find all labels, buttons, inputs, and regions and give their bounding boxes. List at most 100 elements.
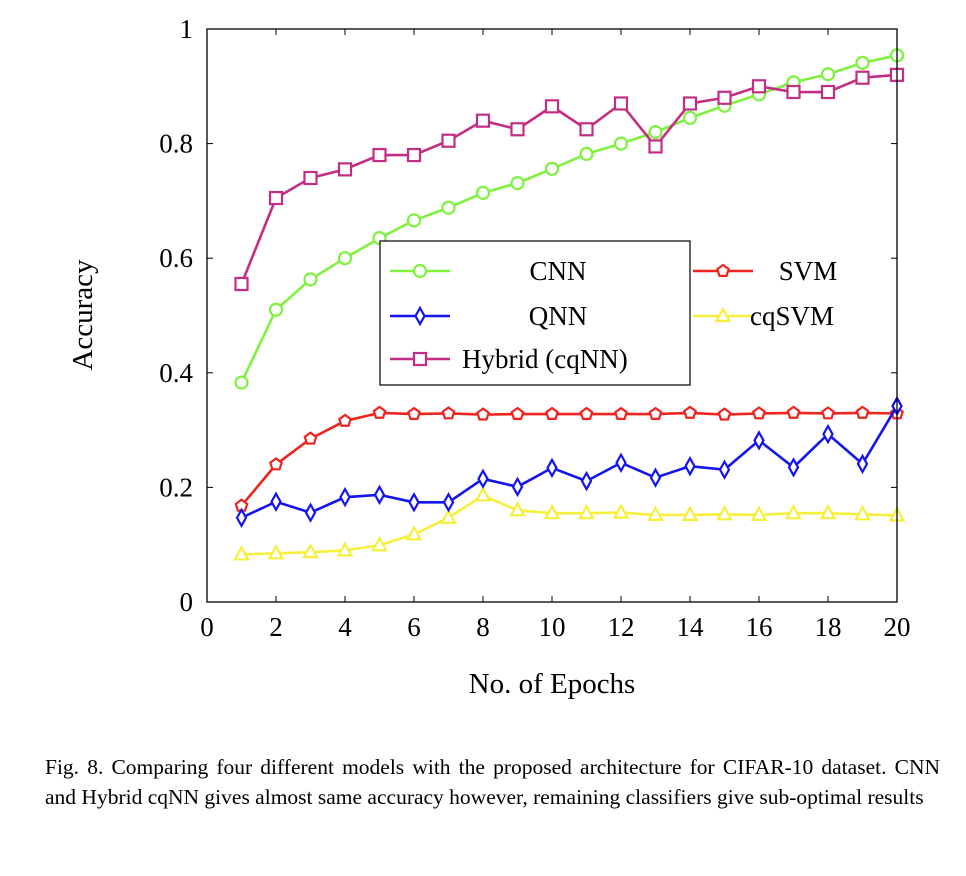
data-point (855, 70, 870, 85)
series-line (241, 493, 898, 556)
data-point (544, 161, 560, 176)
x-tick-label: 8 (476, 612, 490, 642)
data-point (336, 541, 354, 557)
data-point (302, 542, 319, 559)
data-point (717, 407, 732, 421)
data-point (648, 139, 663, 154)
data-point (647, 505, 664, 522)
data-point (819, 503, 837, 520)
data-point (750, 505, 768, 522)
y-tick-label: 0 (180, 587, 194, 617)
series-hybrid-cqnn (234, 67, 905, 292)
data-point (407, 406, 421, 421)
data-point (683, 405, 697, 419)
data-point (477, 468, 489, 490)
data-point (854, 505, 871, 521)
x-tick-label: 10 (539, 612, 566, 642)
data-point (786, 405, 801, 419)
data-point (510, 406, 525, 421)
data-point (543, 503, 561, 520)
data-point (580, 470, 593, 492)
data-point (787, 457, 800, 478)
data-point (684, 455, 696, 477)
data-point (751, 79, 767, 94)
data-point (476, 407, 490, 421)
data-point (856, 453, 869, 475)
legend-marker (716, 263, 730, 277)
data-point (578, 503, 595, 520)
legend: CNN SVM QNN cqSVM Hybrid (cqNN) (379, 240, 838, 386)
data-point (822, 423, 834, 445)
y-tick-label: 0.8 (159, 129, 193, 159)
data-point (614, 406, 628, 421)
data-point (440, 508, 457, 524)
data-point (820, 67, 836, 82)
x-tick-label: 2 (269, 612, 283, 642)
data-point (303, 431, 318, 445)
data-point (545, 406, 559, 421)
y-tick-label: 0.6 (159, 243, 193, 273)
data-point (681, 505, 699, 522)
data-point (649, 467, 662, 488)
legend-marker (412, 351, 428, 367)
data-point (613, 96, 629, 111)
data-point (579, 146, 594, 162)
data-point (441, 200, 456, 215)
x-tick-label: 6 (407, 612, 421, 642)
data-point (510, 122, 525, 137)
data-point (855, 55, 870, 70)
series-qnn (235, 395, 903, 529)
legend-label: Hybrid (cqNN) (462, 344, 628, 374)
x-tick-label: 16 (746, 612, 773, 642)
data-point (821, 406, 835, 420)
data-point (372, 405, 387, 419)
data-point (441, 406, 456, 420)
accuracy-chart: 0 2 4 6 8 10 12 14 16 18 20 0 0.2 0.4 0.6 0.8 1 No. of E… (67, 14, 911, 700)
data-point (441, 133, 456, 148)
x-tick-label: 0 (200, 612, 214, 642)
data-point (511, 476, 524, 498)
x-tick-label: 14 (677, 612, 705, 642)
data-point (373, 484, 386, 506)
legend-box (379, 240, 691, 386)
x-tick-label: 18 (815, 612, 842, 642)
data-point (339, 486, 351, 508)
data-point (234, 276, 249, 292)
legend-entry: QNN (390, 301, 587, 331)
data-point (406, 147, 422, 163)
legend-marker (414, 305, 426, 327)
legend-label: SVM (779, 256, 838, 286)
data-point (337, 162, 353, 177)
data-point (442, 492, 455, 513)
data-point (372, 147, 387, 163)
x-tick-label: 20 (884, 612, 911, 642)
data-point (752, 406, 766, 420)
y-tick-label: 0.4 (159, 358, 193, 388)
data-point (304, 502, 317, 523)
data-point (405, 525, 423, 541)
data-point (786, 84, 801, 100)
x-tick-label: 12 (608, 612, 635, 642)
data-point (612, 503, 630, 519)
data-point (648, 406, 663, 421)
data-point (579, 406, 594, 421)
data-point (474, 486, 492, 502)
data-point (234, 375, 249, 390)
data-point (682, 110, 698, 125)
data-point (408, 492, 420, 513)
data-point (303, 272, 318, 287)
data-point (546, 457, 558, 479)
legend-label: cqSVM (750, 301, 834, 331)
data-point (716, 505, 733, 521)
data-point (235, 507, 248, 529)
legend-marker (412, 263, 428, 279)
y-axis-label: Accuracy (67, 259, 99, 371)
data-point (820, 84, 836, 100)
data-point (615, 452, 627, 474)
data-point (303, 170, 318, 186)
data-point (682, 96, 698, 111)
data-point (475, 113, 491, 128)
data-point (544, 99, 560, 114)
legend-entry: Hybrid (cqNN) (390, 344, 628, 374)
x-axis-label: No. of Epochs (469, 668, 636, 700)
